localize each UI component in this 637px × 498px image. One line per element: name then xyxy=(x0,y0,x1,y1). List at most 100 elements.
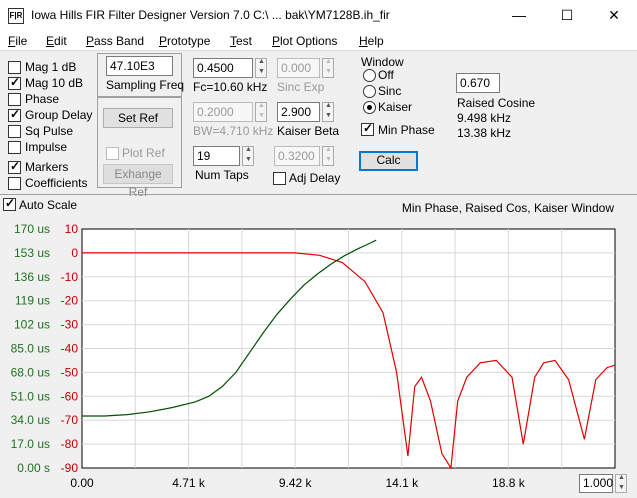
plot-title: Min Phase, Raised Cos, Kaiser Window xyxy=(401,201,614,215)
x-zoom-spinner[interactable] xyxy=(615,474,627,493)
right-tick-label: -80 xyxy=(61,437,79,451)
menu-prototype[interactable]: Prototype xyxy=(159,34,211,48)
sq-pulse-label: Sq Pulse xyxy=(25,124,74,138)
sq-pulse-checkbox[interactable] xyxy=(8,125,21,138)
set-ref-button[interactable]: Set Ref xyxy=(103,108,173,128)
right-tick-label: -20 xyxy=(61,294,79,308)
right-tick-label: -50 xyxy=(61,365,79,379)
left-tick-label: 68.0 us xyxy=(11,365,50,379)
menu-plot-options[interactable]: Plot Options xyxy=(272,34,338,48)
x-tick-label: 9.42 k xyxy=(279,476,313,490)
sinc-exp-input[interactable]: 0.000 xyxy=(277,58,320,78)
sinc-exp-label: Sinc Exp xyxy=(277,80,325,94)
x-tick-label: 14.1 k xyxy=(385,476,419,490)
num-taps-input[interactable]: 19 xyxy=(193,146,240,166)
window-kaiser-label: Kaiser xyxy=(378,100,413,114)
menu-file[interactable]: File xyxy=(8,34,28,48)
mag-1db-label: Mag 1 dB xyxy=(25,60,77,74)
min-phase-label: Min Phase xyxy=(378,123,435,137)
right-tick-label: -10 xyxy=(61,270,79,284)
left-tick-label: 51.0 us xyxy=(11,389,50,403)
sinc-exp-spinner[interactable] xyxy=(322,58,334,78)
auto-scale-checkbox[interactable] xyxy=(3,196,16,211)
plot-series xyxy=(82,239,616,470)
left-tick-label: 119 us xyxy=(15,294,50,308)
impulse-label: Impulse xyxy=(25,140,68,154)
plot-ref-label: Plot Ref xyxy=(122,146,165,160)
sampling-freq-label: Sampling Freq xyxy=(106,78,185,92)
fc-input[interactable]: 0.4500 xyxy=(193,58,253,78)
window-off-radio[interactable] xyxy=(363,69,376,82)
menu-pass-band[interactable]: Pass Band xyxy=(86,34,145,48)
menu-bar: File Edit Pass Band Prototype Test Plot … xyxy=(0,31,637,51)
right-tick-label: 0 xyxy=(71,246,78,260)
title-bar: F|R Iowa Hills FIR Filter Designer Versi… xyxy=(0,0,637,31)
right-axis-labels: 10 0 -10 -20 -30 -40 -50 -60 -70 -80 -90 xyxy=(61,222,79,475)
bw-input[interactable]: 0.2000 xyxy=(193,102,253,122)
right-tick-label: -40 xyxy=(61,342,79,356)
raised-cosine-label: Raised Cosine xyxy=(457,96,536,110)
sampling-freq-input[interactable]: 47.10E3 xyxy=(106,56,173,76)
minimize-icon[interactable]: — xyxy=(512,7,526,23)
magnitude-line xyxy=(82,252,616,470)
window-kaiser-radio[interactable] xyxy=(363,101,376,114)
mag-1db-checkbox[interactable] xyxy=(8,61,21,74)
group-delay-checkbox[interactable] xyxy=(8,107,21,122)
coefficients-checkbox[interactable] xyxy=(8,177,21,190)
maximize-icon[interactable]: ☐ xyxy=(560,7,574,23)
adj-delay-spinner[interactable] xyxy=(322,146,334,166)
left-axis-labels: 170 us 153 us 136 us 119 us 102 us 85.0 us 68.… xyxy=(11,222,50,475)
right-tick-label: 10 xyxy=(65,222,79,236)
plot-grid xyxy=(82,229,615,468)
x-zoom-input[interactable]: 1.000 xyxy=(579,474,613,493)
menu-test[interactable]: Test xyxy=(230,34,253,48)
adj-delay-checkbox[interactable] xyxy=(273,172,286,185)
menu-help[interactable]: Help xyxy=(359,34,384,48)
calc-button[interactable]: Calc xyxy=(359,151,418,171)
exchange-ref-button[interactable]: Exhange Ref xyxy=(103,164,173,199)
bw-label: BW=4.710 kHz xyxy=(193,124,274,138)
fc-label: Fc=10.60 kHz xyxy=(193,80,268,94)
window-sinc-radio[interactable] xyxy=(363,85,376,98)
raised-cosine-freq1: 9.498 kHz xyxy=(457,111,512,125)
plot-ref-checkbox[interactable] xyxy=(106,147,119,160)
impulse-checkbox[interactable] xyxy=(8,141,21,154)
kaiser-beta-label: Kaiser Beta xyxy=(277,124,340,138)
adj-delay-input[interactable]: 0.3200 xyxy=(274,146,320,166)
phase-checkbox[interactable] xyxy=(8,93,21,106)
window-title: Iowa Hills FIR Filter Designer Version 7… xyxy=(31,8,390,22)
kaiser-beta-spinner[interactable] xyxy=(322,102,334,122)
left-tick-label: 34.0 us xyxy=(11,413,50,427)
auto-scale-label: Auto Scale xyxy=(19,198,78,212)
window-title: Window xyxy=(361,55,404,69)
separator xyxy=(0,194,637,195)
mag-10db-label: Mag 10 dB xyxy=(25,76,84,90)
right-tick-label: -90 xyxy=(61,461,79,475)
app-icon: F|R xyxy=(8,8,24,24)
markers-checkbox[interactable] xyxy=(8,159,21,174)
fc-spinner[interactable] xyxy=(255,58,267,78)
kaiser-beta-input[interactable]: 2.900 xyxy=(277,102,320,122)
bw-spinner[interactable] xyxy=(255,102,267,122)
response-chart[interactable]: 170 us 153 us 136 us 119 us 102 us 85.0 us 68.… xyxy=(0,215,637,498)
mag-10db-checkbox[interactable] xyxy=(8,75,21,90)
group-delay-line xyxy=(82,239,377,417)
close-icon[interactable]: ✕ xyxy=(608,7,620,23)
group-delay-label: Group Delay xyxy=(25,108,93,122)
x-tick-label: 18.8 k xyxy=(492,476,526,490)
min-phase-checkbox[interactable] xyxy=(361,121,374,136)
x-tick-label: 0.00 xyxy=(70,476,94,490)
left-tick-label: 17.0 us xyxy=(11,437,50,451)
num-taps-spinner[interactable] xyxy=(242,146,254,166)
num-taps-label: Num Taps xyxy=(195,168,249,182)
right-tick-label: -30 xyxy=(61,318,79,332)
menu-edit[interactable]: Edit xyxy=(46,34,67,48)
right-tick-label: -60 xyxy=(61,389,79,403)
left-tick-label: 0.00 s xyxy=(17,461,50,475)
raised-cosine-input[interactable]: 0.670 xyxy=(456,73,500,93)
left-tick-label: 102 us xyxy=(14,318,50,332)
sampling-panel xyxy=(97,53,182,97)
markers-label: Markers xyxy=(25,160,69,174)
raised-cosine-freq2: 13.38 kHz xyxy=(457,126,512,140)
right-tick-label: -70 xyxy=(61,413,79,427)
